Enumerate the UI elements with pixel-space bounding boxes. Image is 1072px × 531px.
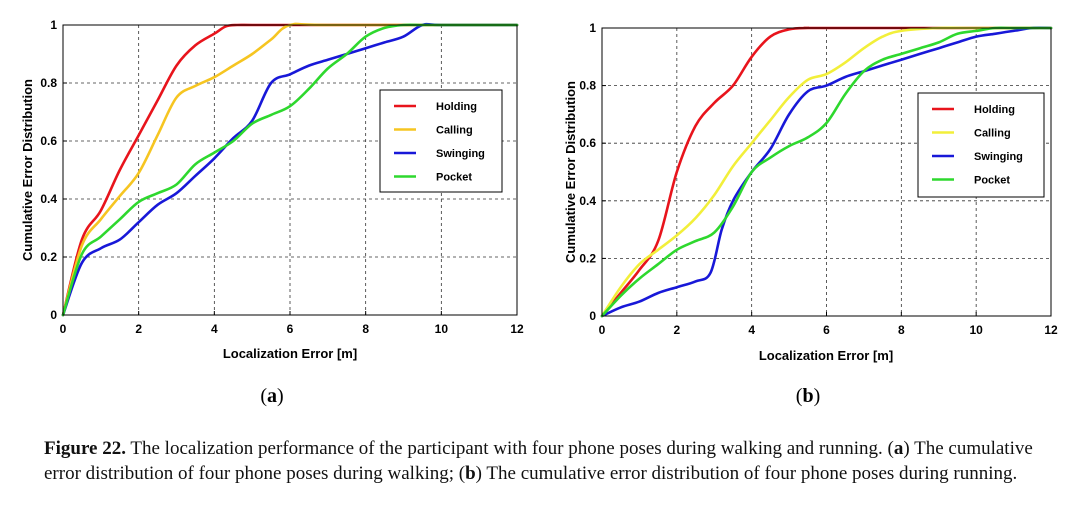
x-tick-label: 6 — [823, 323, 830, 337]
legend-label-swinging: Swinging — [974, 151, 1023, 163]
x-tick-label: 12 — [510, 322, 524, 336]
x-tick-label: 2 — [673, 323, 680, 337]
legend-label-calling: Calling — [974, 128, 1011, 140]
legend-label-holding: Holding — [436, 101, 477, 113]
legend-label-calling: Calling — [436, 125, 473, 137]
series-line-calling — [600, 26, 1053, 318]
y-tick-label: 0.2 — [579, 251, 596, 265]
x-tick-label: 6 — [287, 322, 294, 336]
legend-label-pocket: Pocket — [974, 175, 1010, 187]
x-tick-label: 8 — [898, 323, 905, 337]
y-tick-label: 1 — [589, 21, 596, 35]
x-axis-label: Localization Error [m] — [759, 348, 893, 363]
chart-panel-a: 0 2 4 6 8 10 12 0 0.2 0.4 0.6 0.8 1 Localization Erro… — [20, 18, 524, 407]
x-tick-label: 2 — [135, 322, 142, 336]
legend-label-holding: Holding — [974, 104, 1015, 116]
chart-panel-b: 0 2 4 6 8 10 12 0 0.2 0.4 0.6 0.8 1 Localization Erro… — [563, 21, 1058, 407]
y-tick-label: 0 — [589, 309, 596, 323]
panel-label-paren: ( — [260, 385, 267, 407]
series-line-swinging — [600, 26, 1053, 318]
y-tick-label: 1 — [50, 18, 57, 32]
y-tick-label: 0.6 — [579, 136, 596, 150]
y-tick-label: 0.8 — [579, 79, 596, 93]
caption-text-1: The localization performance of the part… — [125, 438, 894, 459]
panel-label-b: (b) — [796, 385, 820, 407]
x-tick-label: 4 — [748, 323, 755, 337]
y-tick-label: 0.8 — [40, 76, 57, 90]
panel-label-paren: ) — [277, 385, 284, 407]
legend-label-swinging: Swinging — [436, 148, 485, 160]
caption-label: Figure 22. — [44, 438, 126, 459]
panel-label-paren: ) — [814, 385, 821, 407]
x-tick-label: 8 — [362, 322, 369, 336]
y-tick-label: 0.4 — [579, 194, 596, 208]
panel-label-a: (a) — [260, 385, 283, 407]
x-tick-label: 12 — [1044, 323, 1058, 337]
panel-label-letter: a — [267, 385, 277, 407]
y-tick-label: 0.2 — [40, 250, 57, 264]
x-tick-label: 10 — [435, 322, 449, 336]
y-tick-label: 0.4 — [40, 192, 57, 206]
x-tick-label: 0 — [60, 322, 67, 336]
y-tick-label: 0 — [50, 308, 57, 322]
caption-text-3: ) The cumulative error distribution of f… — [475, 463, 1018, 484]
series-line-pocket — [600, 26, 1053, 318]
caption-ref-b: b — [465, 463, 476, 484]
y-tick-label: 0.6 — [40, 134, 57, 148]
y-axis-label: Cumulative Error Distribution — [563, 81, 578, 263]
series-line-swinging — [61, 22, 519, 317]
x-axis-label: Localization Error [m] — [223, 346, 357, 361]
caption-ref-a: a — [893, 438, 904, 459]
x-tick-label: 0 — [599, 323, 606, 337]
x-tick-label: 10 — [969, 323, 983, 337]
panel-label-paren: ( — [796, 385, 803, 407]
x-tick-label: 4 — [211, 322, 218, 336]
legend-label-pocket: Pocket — [436, 172, 472, 184]
caption-text-2: ) The cumulative error distribution of f… — [44, 438, 1033, 484]
figure-caption: Figure 22. The localization performance … — [44, 436, 1044, 486]
y-axis-label: Cumulative Error Distribution — [20, 79, 35, 261]
series-line-pocket — [61, 23, 519, 317]
panel-label-letter: b — [802, 385, 813, 407]
